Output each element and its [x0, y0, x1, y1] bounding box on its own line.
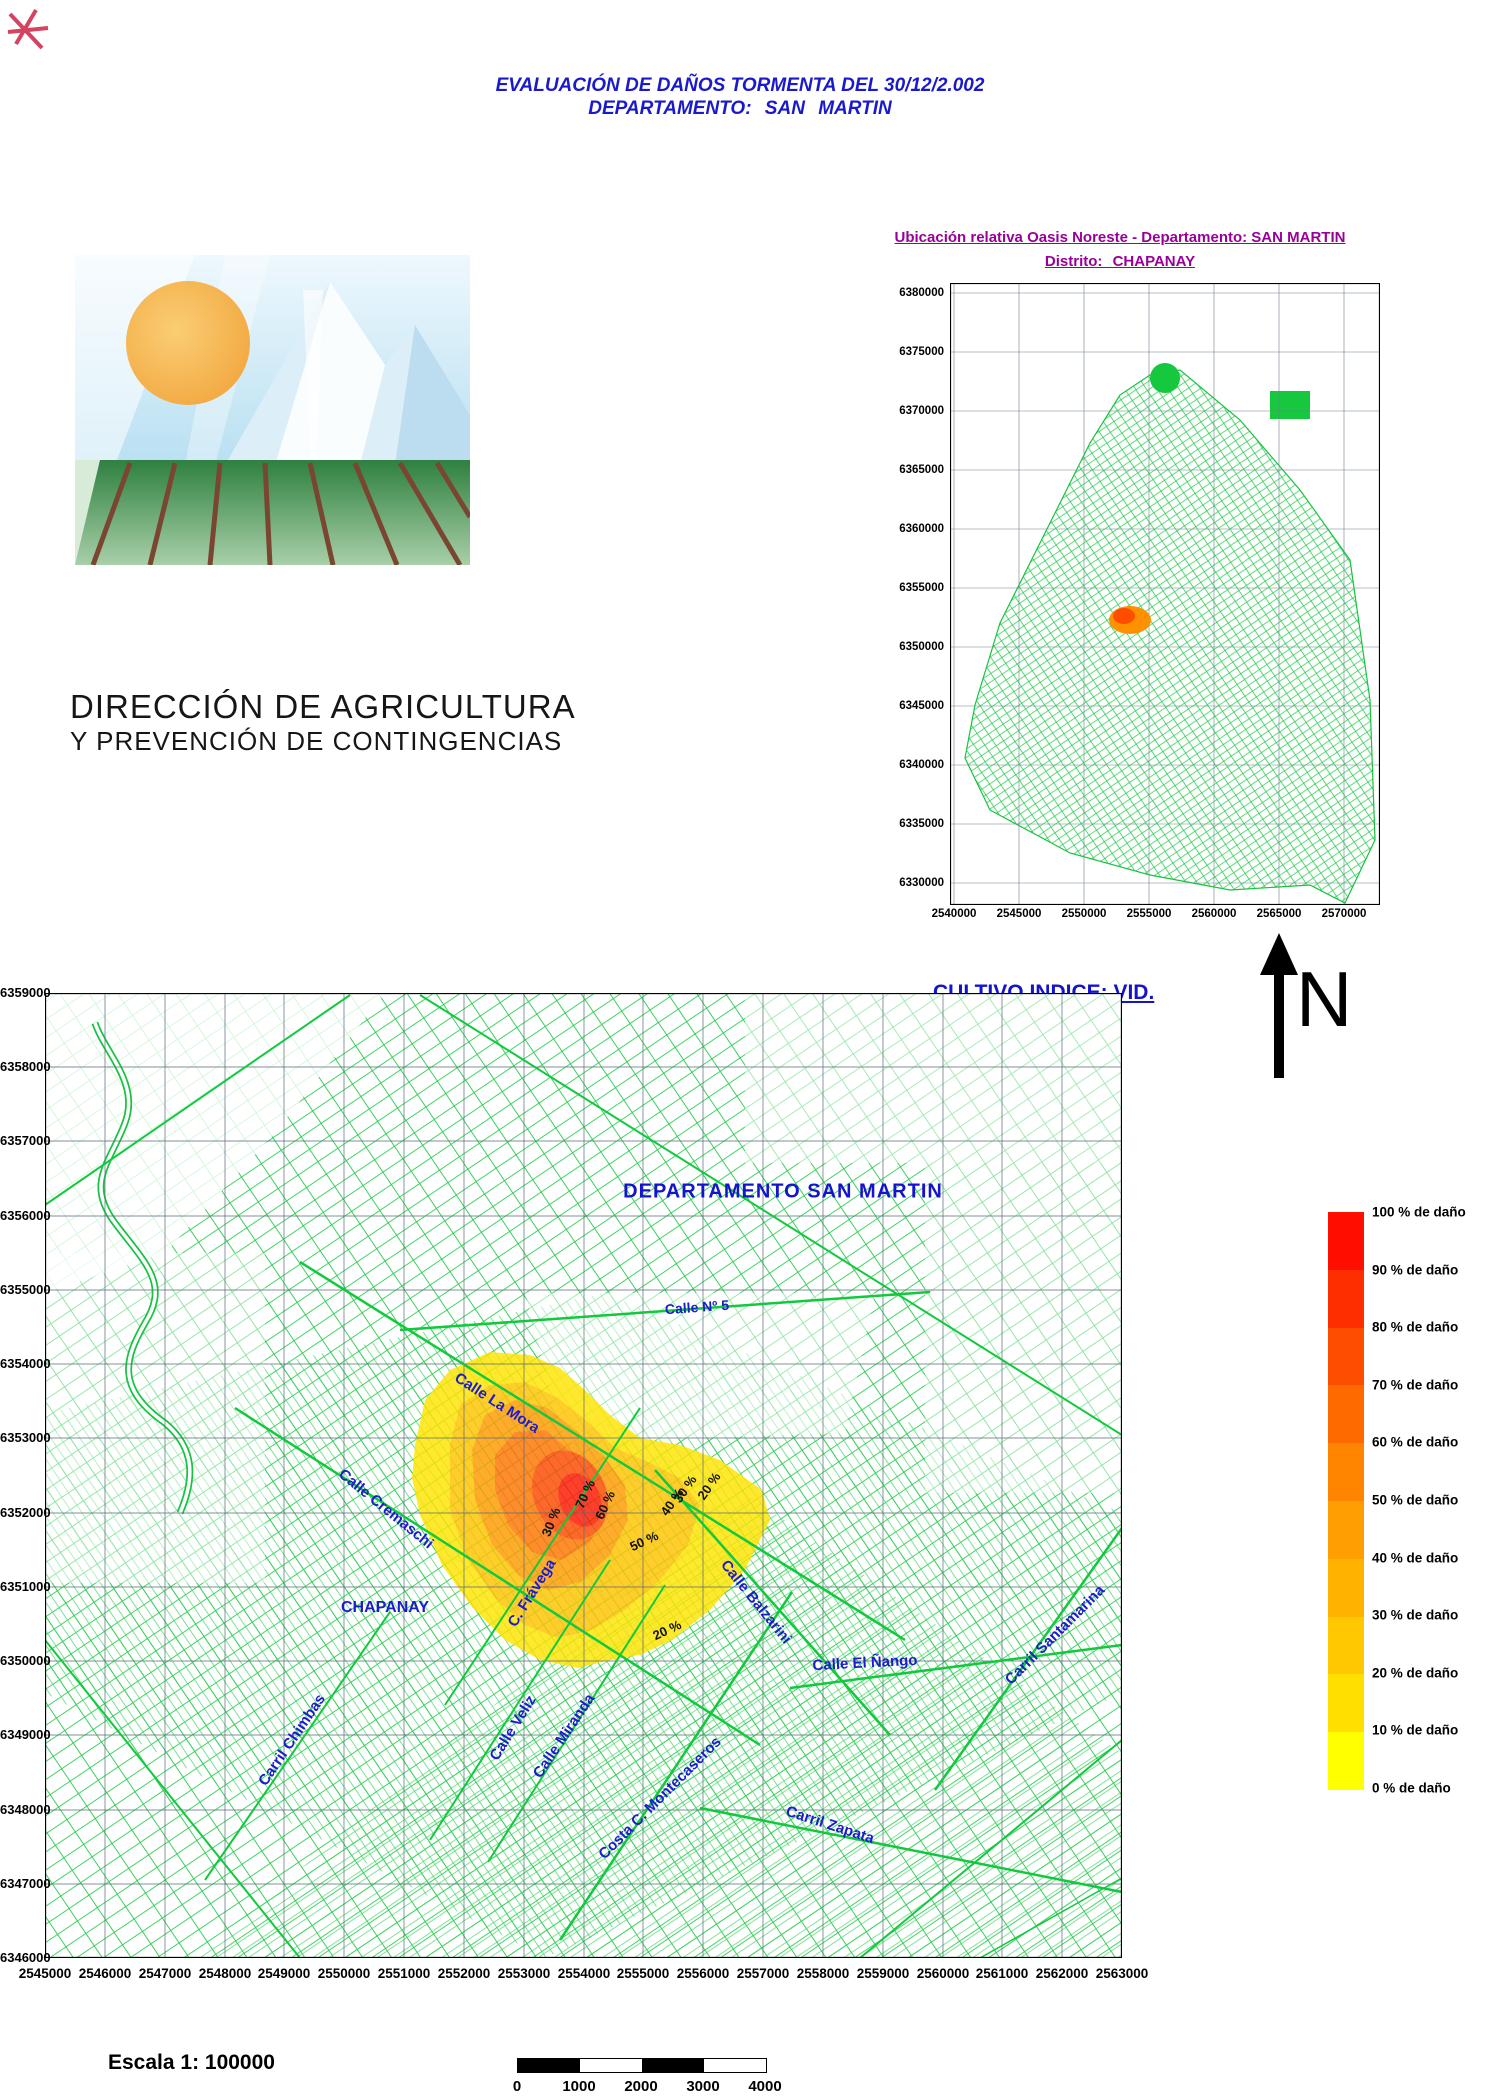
main-x-tick: 2546000 [78, 1966, 132, 1981]
legend-label: 10 % de daño [1372, 1722, 1459, 1738]
scale-bar-tick: 0 [512, 2078, 522, 2095]
scale-bar [517, 2058, 767, 2073]
main-y-tick: 6353000 [0, 1430, 51, 1445]
inset-x-tick: 2540000 [931, 908, 977, 920]
legend-label: 20 % de daño [1372, 1665, 1459, 1681]
agency-name-line1: DIRECCIÓN DE AGRICULTURA [70, 688, 576, 725]
legend-label: 40 % de daño [1372, 1550, 1459, 1566]
inset-y-tick: 6375000 [899, 346, 944, 358]
main-x-tick: 2556000 [676, 1966, 730, 1981]
main-y-tick: 6348000 [0, 1802, 51, 1817]
main-x-tick: 2557000 [736, 1966, 790, 1981]
main-y-tick: 6354000 [0, 1356, 51, 1371]
scale-bar-tick: 2000 [624, 2078, 658, 2095]
main-y-tick: 6349000 [0, 1727, 51, 1742]
inset-x-tick: 2570000 [1321, 908, 1367, 920]
inset-map [950, 283, 1380, 905]
damage-zone [412, 1352, 770, 1668]
main-roads [45, 994, 1122, 1958]
main-x-tick: 2553000 [497, 1966, 551, 1981]
main-x-tick: 2551000 [377, 1966, 431, 1981]
north-arrow-icon [1260, 933, 1298, 975]
legend-label: 70 % de daño [1372, 1377, 1459, 1393]
main-y-tick: 6352000 [0, 1505, 51, 1520]
legend-label: 80 % de daño [1372, 1319, 1459, 1335]
page-title-line2: DEPARTAMENTO: SAN MARTIN [588, 98, 892, 119]
main-y-tick: 6351000 [0, 1579, 51, 1594]
main-y-tick: 6358000 [0, 1059, 51, 1074]
inset-y-tick: 6330000 [899, 877, 944, 889]
main-x-tick: 2547000 [138, 1966, 192, 1981]
main-y-tick: 6347000 [0, 1876, 51, 1891]
inset-title-line2: Distrito: CHAPANAY [1044, 253, 1196, 270]
main-y-tick: 6355000 [0, 1282, 51, 1297]
damage-legend-colorbar [1328, 1212, 1364, 1790]
scale-bar-tick: 4000 [748, 2078, 782, 2095]
inset-y-tick: 6340000 [899, 759, 944, 771]
main-x-tick: 2561000 [975, 1966, 1029, 1981]
page-title: EVALUACIÓN DE DAÑOS TORMENTA DEL 30/12/2… [340, 74, 1140, 120]
inset-y-tick: 6355000 [899, 582, 944, 594]
main-x-tick: 2549000 [257, 1966, 311, 1981]
department-label: DEPARTAMENTO SAN MARTIN [623, 1180, 943, 1203]
legend-label: 100 % de daño [1372, 1204, 1466, 1220]
north-label: N [1296, 955, 1353, 1043]
logo-tornado-icon [303, 290, 323, 470]
main-x-tick: 2555000 [616, 1966, 670, 1981]
main-y-tick: 6356000 [0, 1208, 51, 1223]
inset-y-tick: 6335000 [899, 818, 944, 830]
main-x-tick: 2552000 [437, 1966, 491, 1981]
inset-x-tick: 2545000 [996, 908, 1042, 920]
inset-y-tick: 6365000 [899, 464, 944, 476]
main-y-tick: 6346000 [0, 1950, 51, 1965]
agency-logo [75, 255, 470, 565]
inset-damage-zone [1109, 606, 1151, 634]
inset-oasis-parcels [964, 363, 1376, 904]
logo-furrows [90, 461, 470, 565]
main-x-tick: 2562000 [1035, 1966, 1089, 1981]
main-x-tick: 2548000 [198, 1966, 252, 1981]
main-y-tick: 6357000 [0, 1133, 51, 1148]
inset-y-tick: 6360000 [899, 523, 944, 535]
legend-label: 60 % de daño [1372, 1434, 1459, 1450]
corner-stamp-icon [7, 8, 49, 50]
inset-y-tick: 6345000 [899, 700, 944, 712]
inset-x-tick: 2565000 [1256, 908, 1302, 920]
agency-name-line2: Y PREVENCIÓN DE CONTINGENCIAS [70, 726, 563, 756]
inset-x-tick: 2560000 [1191, 908, 1237, 920]
inset-y-tick: 6380000 [899, 287, 944, 299]
legend-label: 90 % de daño [1372, 1262, 1459, 1278]
main-x-tick: 2559000 [856, 1966, 910, 1981]
north-arrow-stem [1274, 972, 1284, 1078]
main-y-tick: 6359000 [0, 985, 51, 1000]
district-label: CHAPANAY [340, 1599, 430, 1616]
legend-label: 0 % de daño [1372, 1780, 1451, 1796]
inset-x-tick: 2550000 [1061, 908, 1107, 920]
scale-bar-tick: 3000 [686, 2078, 720, 2095]
legend-label: 30 % de daño [1372, 1607, 1459, 1623]
main-x-tick: 2563000 [1095, 1966, 1149, 1981]
legend-label: 50 % de daño [1372, 1492, 1459, 1508]
scale-bar-tick: 1000 [562, 2078, 596, 2095]
main-x-tick: 2550000 [317, 1966, 371, 1981]
main-y-tick: 6350000 [0, 1653, 51, 1668]
main-x-tick: 2558000 [796, 1966, 850, 1981]
inset-map-title: Ubicación relativa Oasis Noreste - Depar… [810, 226, 1430, 274]
main-x-tick: 2560000 [916, 1966, 970, 1981]
page-title-line1: EVALUACIÓN DE DAÑOS TORMENTA DEL 30/12/2… [495, 75, 985, 96]
main-x-tick: 2545000 [18, 1966, 72, 1981]
scale-label: Escala 1: 100000 [108, 2051, 275, 2074]
logo-sun-icon [126, 281, 250, 405]
inset-x-tick: 2555000 [1126, 908, 1172, 920]
inset-y-tick: 6350000 [899, 641, 944, 653]
inset-grid [950, 283, 1380, 905]
inset-title-line1: Ubicación relativa Oasis Noreste - Depar… [894, 229, 1346, 246]
main-x-tick: 2554000 [557, 1966, 611, 1981]
inset-y-tick: 6370000 [899, 405, 944, 417]
logo-field [75, 460, 470, 565]
river [91, 1021, 194, 1515]
main-map [45, 993, 1122, 1958]
